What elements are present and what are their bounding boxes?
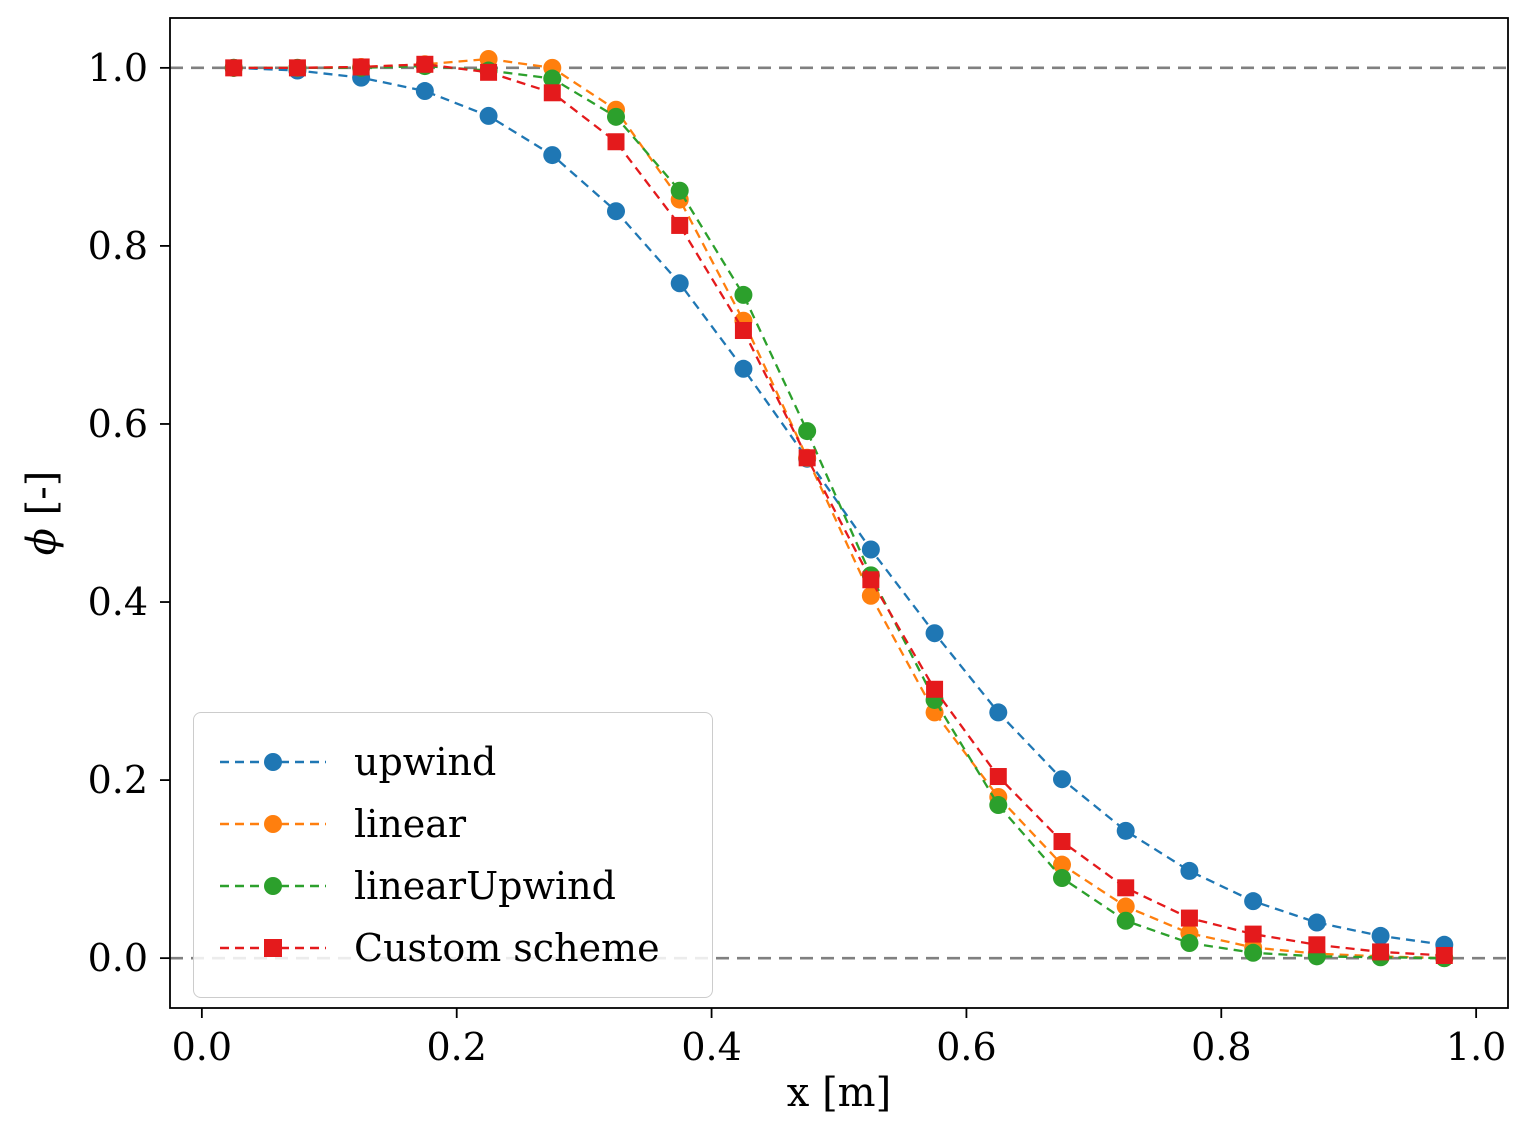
data-point-square-custom-scheme bbox=[671, 216, 689, 234]
data-point-circle-linearupwind bbox=[543, 69, 562, 88]
legend-label-linearupwind: linearUpwind bbox=[354, 864, 616, 908]
x-axis-label: x [m] bbox=[786, 1070, 892, 1116]
plot-border bbox=[169, 17, 1509, 1009]
data-point-square-custom-scheme bbox=[1244, 925, 1262, 943]
legend-entry-upwind: upwind bbox=[218, 731, 688, 793]
data-point-circle-linearupwind bbox=[1244, 943, 1263, 962]
legend-entry-linear: linear bbox=[218, 793, 688, 855]
data-point-circle-upwind bbox=[1116, 821, 1135, 840]
data-point-square-custom-scheme bbox=[1053, 833, 1071, 851]
data-point-square-custom-scheme bbox=[543, 84, 561, 102]
legend-label-linear: linear bbox=[354, 802, 467, 846]
series-line-linearupwind bbox=[233, 64, 1445, 960]
data-point-circle-upwind bbox=[925, 624, 944, 643]
y-tick-label: 1.0 bbox=[88, 46, 148, 90]
legend-label-custom-scheme: Custom scheme bbox=[354, 926, 660, 970]
x-tick-label: 0.0 bbox=[172, 1025, 232, 1069]
legend-label-upwind: upwind bbox=[354, 740, 497, 784]
series-line-custom-scheme bbox=[233, 63, 1445, 957]
data-point-circle-upwind bbox=[415, 82, 434, 101]
data-point-circle-linearupwind bbox=[1053, 869, 1071, 888]
data-point-square-custom-scheme bbox=[225, 59, 243, 77]
data-point-square-custom-scheme bbox=[416, 55, 434, 73]
data-point-circle-upwind bbox=[734, 359, 753, 378]
data-point-square-custom-scheme bbox=[352, 58, 370, 76]
x-tick-label: 0.4 bbox=[681, 1025, 741, 1069]
data-point-square-custom-scheme bbox=[607, 133, 625, 151]
y-tick-label: 0.6 bbox=[88, 402, 148, 446]
x-tick-label: 1.0 bbox=[1446, 1025, 1506, 1069]
data-point-square-custom-scheme bbox=[1308, 936, 1326, 954]
data-point-circle-upwind bbox=[861, 540, 880, 559]
legend: upwind linear linearUpwind Custom scheme bbox=[193, 712, 713, 998]
data-point-circle-upwind bbox=[1244, 892, 1263, 911]
data-point-circle-linearupwind bbox=[989, 796, 1008, 815]
data-point-circle-upwind bbox=[543, 146, 562, 165]
data-point-circle-linear bbox=[1116, 897, 1135, 916]
y-tick-label: 0.8 bbox=[88, 224, 148, 268]
data-point-circle-upwind bbox=[479, 106, 498, 125]
data-point-square-custom-scheme bbox=[1372, 943, 1390, 961]
data-point-square-custom-scheme bbox=[480, 63, 498, 81]
data-point-square-custom-scheme bbox=[862, 571, 880, 589]
legend-marker-circle-linear bbox=[264, 815, 282, 833]
data-point-circle-upwind bbox=[1053, 770, 1071, 789]
x-tick-label: 0.8 bbox=[1191, 1025, 1251, 1069]
data-point-circle-linear bbox=[861, 586, 880, 605]
y-tick-label: 0.0 bbox=[88, 936, 148, 980]
series-line-linear bbox=[233, 57, 1445, 960]
y-tick-label: 0.4 bbox=[88, 580, 148, 624]
legend-sample-upwind bbox=[220, 753, 326, 771]
legend-entry-custom-scheme: Custom scheme bbox=[218, 917, 688, 979]
data-point-circle-upwind bbox=[989, 703, 1008, 722]
y-axis-unit: [-] bbox=[19, 470, 65, 529]
data-point-circle-upwind bbox=[607, 202, 625, 221]
data-point-circle-linearupwind bbox=[798, 422, 817, 441]
data-point-circle-linearupwind bbox=[607, 107, 625, 126]
data-point-square-custom-scheme bbox=[1117, 879, 1135, 897]
data-point-square-custom-scheme bbox=[1435, 946, 1453, 964]
data-point-circle-upwind bbox=[1180, 861, 1199, 880]
legend-entry-linearupwind: linearUpwind bbox=[218, 855, 688, 917]
data-point-circle-linear bbox=[1053, 855, 1071, 874]
y-tick-label: 0.2 bbox=[88, 758, 148, 802]
x-tick-label: 0.6 bbox=[936, 1025, 996, 1069]
data-point-square-custom-scheme bbox=[734, 321, 752, 339]
x-tick-label: 0.2 bbox=[426, 1025, 486, 1069]
data-point-circle-linearupwind bbox=[1180, 934, 1199, 953]
data-point-square-custom-scheme bbox=[989, 768, 1007, 786]
legend-sample-linear bbox=[220, 815, 326, 833]
data-point-square-custom-scheme bbox=[798, 449, 816, 467]
legend-marker-square-custom-scheme bbox=[264, 939, 282, 957]
data-point-square-custom-scheme bbox=[926, 680, 944, 698]
phi-symbol: ϕ bbox=[19, 528, 65, 556]
data-point-circle-linearupwind bbox=[670, 181, 689, 200]
data-point-square-custom-scheme bbox=[288, 59, 306, 77]
y-axis-label: ϕ [-] bbox=[19, 471, 65, 556]
data-point-circle-linearupwind bbox=[1116, 911, 1135, 930]
data-point-circle-linearupwind bbox=[734, 285, 753, 304]
legend-sample-custom-scheme bbox=[220, 939, 326, 957]
legend-marker-circle-linearupwind bbox=[264, 877, 282, 895]
data-point-circle-upwind bbox=[1307, 913, 1326, 932]
legend-sample-linearupwind bbox=[220, 877, 326, 895]
legend-marker-circle-upwind bbox=[264, 753, 282, 771]
data-point-square-custom-scheme bbox=[1180, 909, 1198, 927]
data-point-circle-upwind bbox=[1371, 926, 1390, 945]
data-point-circle-upwind bbox=[670, 274, 689, 293]
